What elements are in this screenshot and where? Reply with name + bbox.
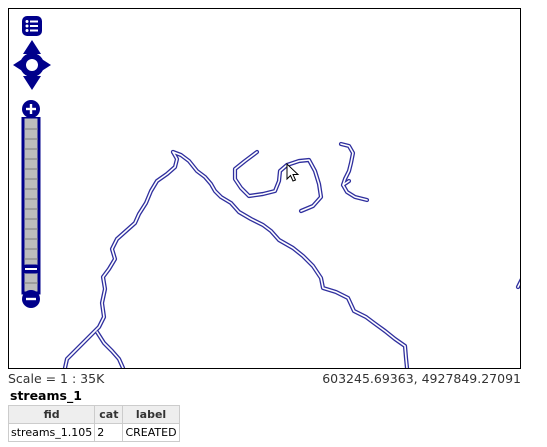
cell-label: CREATED: [122, 423, 180, 442]
mouse-cursor-icon: [286, 162, 300, 182]
column-header-cat: cat: [94, 405, 124, 424]
plus-icon: [22, 100, 40, 118]
layer-title: streams_1: [10, 388, 82, 403]
zoom-slider[interactable]: [21, 115, 41, 297]
cell-cat: 2: [94, 423, 124, 442]
pan-arrows-icon: [13, 40, 51, 90]
table-row: streams_1.105 2 CREATED: [7, 423, 180, 442]
cell-fid: streams_1.105: [7, 423, 96, 442]
pan-control[interactable]: [12, 39, 52, 91]
layer-switcher-button[interactable]: [21, 15, 43, 37]
scale-readout: Scale = 1 : 35K: [8, 371, 105, 386]
table-header-row: fid cat label: [7, 405, 180, 424]
feature-info-table: fid cat label streams_1.105 2 CREATED: [7, 405, 180, 442]
column-header-fid: fid: [7, 405, 96, 424]
minus-icon: [22, 290, 40, 308]
column-header-label: label: [122, 405, 180, 424]
zoom-in-button[interactable]: [21, 99, 41, 119]
zoom-out-button[interactable]: [21, 289, 41, 309]
map-viewport[interactable]: [8, 8, 521, 369]
coordinate-readout: 603245.69363, 4927849.27091: [322, 371, 521, 386]
zoom-slider-handle[interactable]: [21, 259, 41, 274]
stream-lines: [9, 9, 520, 368]
list-icon: [22, 16, 42, 36]
